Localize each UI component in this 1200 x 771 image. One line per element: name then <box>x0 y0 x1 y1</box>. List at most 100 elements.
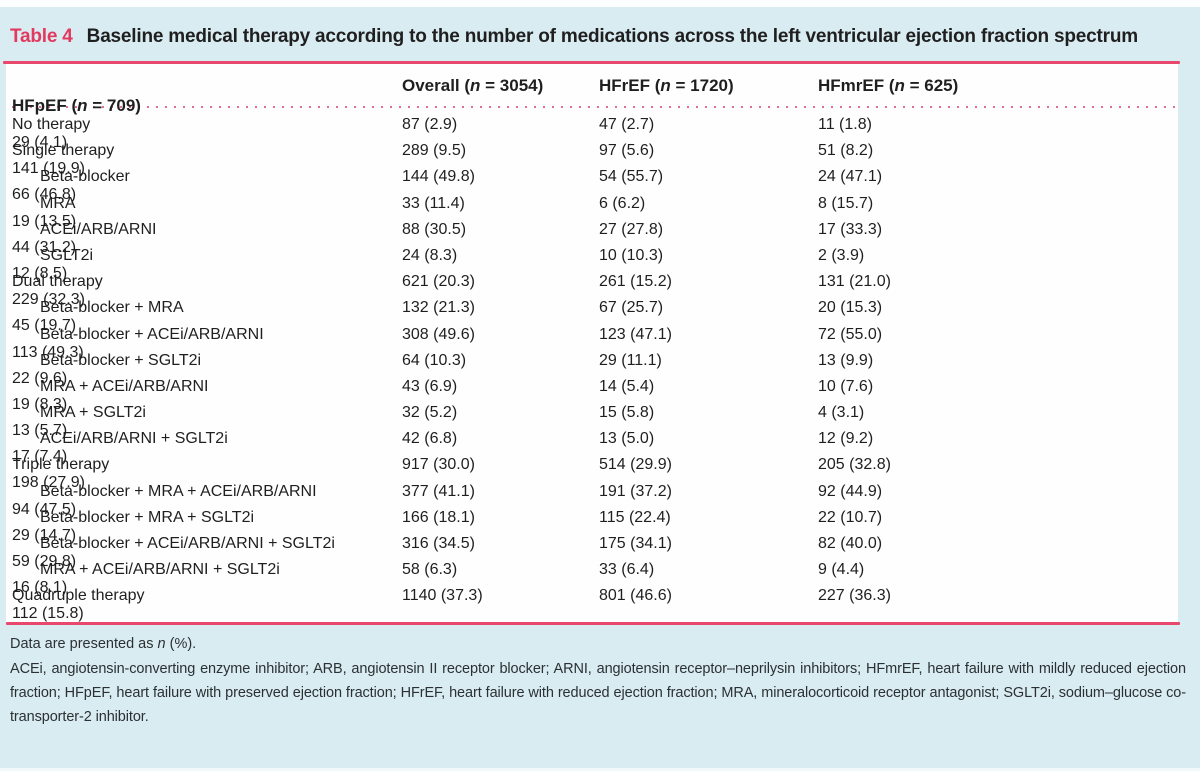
table-row: MRA 33 (11.4) 6 (6.2) 8 (15.7) 19 (13.5) <box>12 194 1178 230</box>
dotted-separator <box>12 106 1176 108</box>
table-row: MRA + SGLT2i 32 (5.2) 15 (5.8) 4 (3.1) 13 (5… <box>12 404 1178 439</box>
row-label: Single therapy <box>12 142 115 160</box>
row-label: ACEi/ARB/ARNI + SGLT2i <box>40 430 228 448</box>
row-label: MRA + SGLT2i <box>40 404 146 422</box>
table-caption: Table 4 Baseline medical therapy accordin… <box>0 7 1200 61</box>
cell-hfref: 27 (27.8) <box>599 220 664 238</box>
row-label: Beta-blocker + SGLT2i <box>40 351 202 369</box>
cell-hfpef: 17 (7.4) <box>12 448 68 466</box>
table-body: No therapy 87 (2.9) 47 (2.7) 11 (1.8) 29 (4.… <box>12 108 1178 622</box>
cell-hfpef: 16 (8.1) <box>12 579 68 597</box>
row-label: Beta-blocker + MRA + SGLT2i <box>40 508 255 526</box>
top-rule <box>3 61 1180 64</box>
cell-hfmref: 9 (4.4) <box>818 561 865 579</box>
footnotes: Data are presented as n (%). ACEi, angio… <box>0 625 1200 729</box>
cell-hfref: 33 (6.4) <box>599 561 655 579</box>
row-label: Beta-blocker + ACEi/ARB/ARNI <box>40 325 264 343</box>
table-row: MRA + ACEi/ARB/ARNI + SGLT2i 58 (6.3) 33 (… <box>12 561 1178 596</box>
cell-hfmref: 8 (15.7) <box>818 194 874 212</box>
cell-overall: 308 (49.6) <box>402 325 475 343</box>
cell-hfref: 47 (2.7) <box>599 116 655 133</box>
cell-hfpef: 29 (14.7) <box>12 526 77 544</box>
cell-overall: 1140 (37.3) <box>402 587 483 605</box>
table-row: ACEi/ARB/ARNI + SGLT2i 42 (6.8) 13 (5.0) 12… <box>12 430 1178 465</box>
cell-hfpef: 22 (9.6) <box>12 369 68 387</box>
cell-hfref: 97 (5.6) <box>599 142 655 160</box>
cell-hfpef: 198 (27.9) <box>12 474 85 492</box>
cell-overall: 166 (18.1) <box>402 508 475 526</box>
cell-hfpef: 113 (49.3) <box>12 343 84 361</box>
cell-hfpef: 13 (5.7) <box>12 422 68 440</box>
cell-hfmref: 24 (47.1) <box>818 168 883 186</box>
cell-hfref: 514 (29.9) <box>599 456 672 474</box>
table-row: Dual therapy 621 (20.3) 261 (15.2) 131 (21.… <box>12 273 1178 308</box>
cell-hfpef: 19 (8.3) <box>12 395 68 413</box>
table-row: Single therapy 289 (9.5) 97 (5.6) 51 (8.2) 1… <box>12 142 1178 177</box>
table-row: ACEi/ARB/ARNI 88 (30.5) 27 (27.8) 17 (33.3)… <box>12 220 1178 256</box>
cell-overall: 33 (11.4) <box>402 194 465 212</box>
cell-hfref: 54 (55.7) <box>599 168 664 186</box>
bottom-rule <box>6 621 1180 625</box>
cell-overall: 87 (2.9) <box>402 116 458 133</box>
row-label: Beta-blocker <box>40 168 130 186</box>
row-label: ACEi/ARB/ARNI <box>40 220 157 238</box>
cell-hfref: 801 (46.6) <box>599 587 672 605</box>
cell-hfmref: 92 (44.9) <box>818 482 883 500</box>
cell-hfmref: 17 (33.3) <box>818 220 883 238</box>
table-row: Triple therapy 917 (30.0) 514 (29.9) 205 (3… <box>12 456 1178 491</box>
cell-hfmref: 2 (3.9) <box>818 246 865 264</box>
column-header-hfmref: HFmrEF (n = 625) <box>818 76 959 95</box>
cell-hfpef: 59 (29.8) <box>12 553 77 570</box>
row-label: SGLT2i <box>40 246 94 264</box>
cell-overall: 144 (49.8) <box>402 168 475 186</box>
row-label: Beta-blocker + MRA <box>40 299 184 317</box>
cell-hfref: 29 (11.1) <box>599 351 662 369</box>
table-row: No therapy 87 (2.9) 47 (2.7) 11 (1.8) 29 (4.… <box>12 116 1178 151</box>
row-label: Dual therapy <box>12 273 103 291</box>
cell-hfref: 6 (6.2) <box>599 194 646 212</box>
header-row: Overall (n = 3054) HFrEF (n = 1720) HFmrEF… <box>12 64 1178 115</box>
cell-overall: 88 (30.5) <box>402 220 467 238</box>
abbreviations-note: ACEi, angiotensin-converting enzyme inhi… <box>10 660 1186 725</box>
cell-hfpef: 66 (46.8) <box>12 186 77 204</box>
table-row: SGLT2i 24 (8.3) 10 (10.3) 2 (3.9) 12 (8.5) <box>12 246 1178 282</box>
cell-overall: 42 (6.8) <box>402 430 458 448</box>
cell-hfmref: 227 (36.3) <box>818 587 891 605</box>
row-label: Beta-blocker + MRA + ACEi/ARB/ARNI <box>40 482 317 500</box>
cell-hfmref: 82 (40.0) <box>818 535 883 552</box>
cell-hfmref: 20 (15.3) <box>818 299 883 317</box>
cell-hfref: 115 (22.4) <box>599 508 671 526</box>
table-row: Beta-blocker + ACEi/ARB/ARNI + SGLT2i 316… <box>12 535 1178 570</box>
cell-overall: 316 (34.5) <box>402 535 475 552</box>
table-row: Beta-blocker + SGLT2i 64 (10.3) 29 (11.1) 1… <box>12 351 1178 387</box>
cell-hfmref: 11 (1.8) <box>818 116 872 133</box>
row-label: No therapy <box>12 116 91 133</box>
note-italic-n: n <box>157 635 166 652</box>
table-row: MRA + ACEi/ARB/ARNI 43 (6.9) 14 (5.4) 10 (7… <box>12 377 1178 413</box>
cell-hfpef: 112 (15.8) <box>12 605 84 623</box>
cell-overall: 24 (8.3) <box>402 246 458 264</box>
cell-hfpef: 45 (19.7) <box>12 317 77 335</box>
cell-hfref: 14 (5.4) <box>599 377 655 395</box>
cell-overall: 43 (6.9) <box>402 377 458 395</box>
page-top-margin <box>0 0 1200 7</box>
cell-hfref: 15 (5.8) <box>599 404 655 422</box>
row-label: Triple therapy <box>12 456 110 474</box>
cell-overall: 377 (41.1) <box>402 482 475 500</box>
table-row: Beta-blocker + MRA + ACEi/ARB/ARNI 377 (4… <box>12 482 1178 518</box>
cell-hfref: 175 (34.1) <box>599 535 672 552</box>
cell-hfref: 261 (15.2) <box>599 273 672 291</box>
row-label: Beta-blocker + ACEi/ARB/ARNI + SGLT2i <box>40 535 335 552</box>
note-prefix: Data are presented as <box>10 635 158 652</box>
medication-table: Overall (n = 3054) HFrEF (n = 1720) HFmrEF… <box>6 64 1178 622</box>
table-row: Beta-blocker + MRA + SGLT2i 166 (18.1) 115… <box>12 508 1178 544</box>
cell-hfpef: 141 (19.9) <box>12 160 85 178</box>
cell-hfref: 10 (10.3) <box>599 246 664 264</box>
table-title: Baseline medical therapy according to th… <box>86 26 1138 47</box>
row-label: MRA + ACEi/ARB/ARNI + SGLT2i <box>40 561 280 579</box>
cell-hfpef: 29 (4.1) <box>12 134 68 151</box>
cell-hfmref: 4 (3.1) <box>818 404 865 422</box>
cell-overall: 132 (21.3) <box>402 299 475 317</box>
cell-hfref: 191 (37.2) <box>599 482 672 500</box>
